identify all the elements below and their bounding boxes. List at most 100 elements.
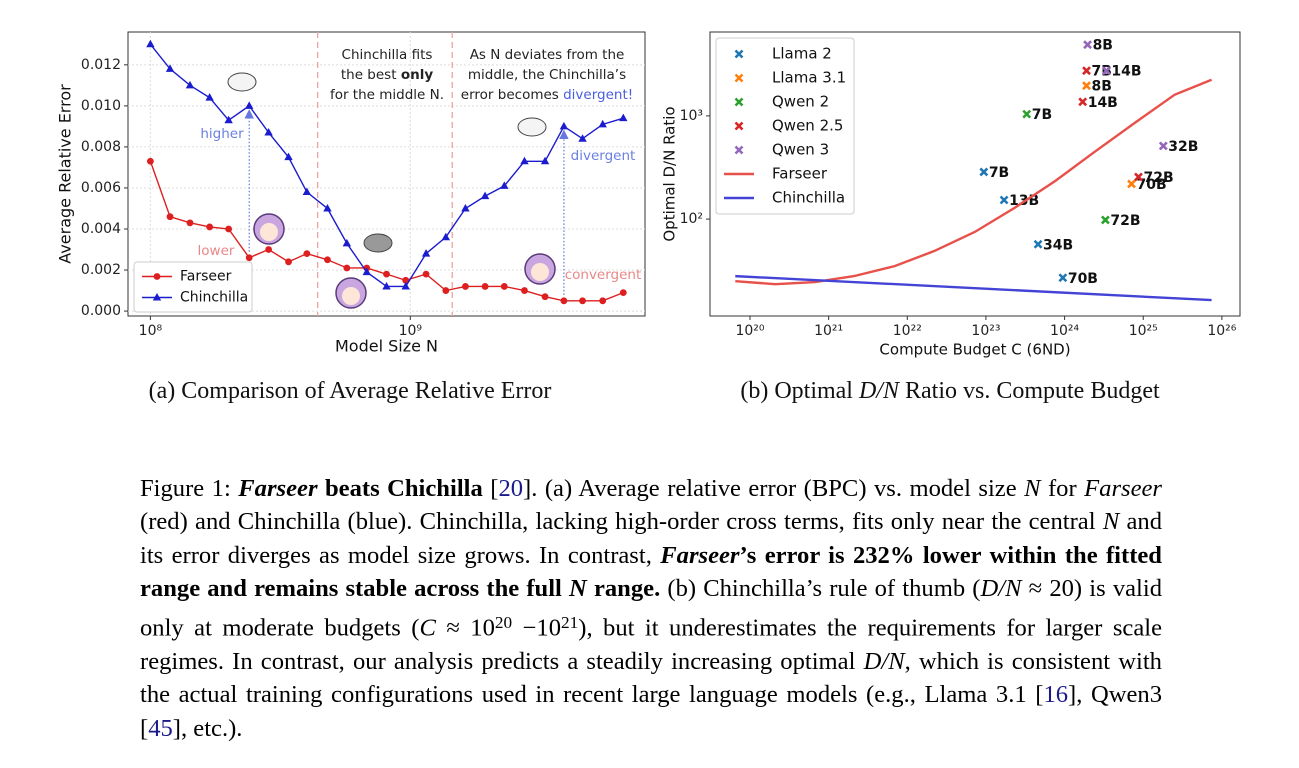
caption-part: N (1102, 508, 1120, 536)
point (441, 232, 451, 241)
caption-part: 20 (498, 475, 524, 502)
point (1158, 141, 1168, 151)
point (302, 187, 312, 196)
legend-marker (734, 121, 744, 131)
point (999, 195, 1009, 205)
caption-part: [ (482, 475, 499, 502)
point (520, 156, 529, 165)
series-line (735, 78, 1213, 286)
y-tick-label: 0.004 (81, 221, 121, 237)
caption-part: N (569, 575, 587, 603)
annotation: divergent (571, 148, 636, 164)
y-axis-label: Average Relative Error (56, 84, 75, 264)
point (619, 113, 628, 122)
plots: 0.000 0.002 0.004 0.006 0.008 0.010 0.012 10⁸ 10… (56, 31, 1241, 359)
caption-part: ≈ 20) is valid only at moderate budgets … (140, 575, 1162, 642)
x-tick-label: 10²⁵ (1129, 323, 1158, 339)
point (599, 297, 607, 305)
caption-part: for (1040, 475, 1085, 502)
caption-part: beats Chichilla (317, 475, 483, 502)
note-text: the best (341, 67, 401, 83)
point-label: 70B (1137, 177, 1167, 193)
caption-part: D/N (980, 575, 1022, 603)
x-tick-label: 10²² (893, 323, 922, 339)
x-tick-label: 10⁹ (399, 323, 423, 339)
mascot (227, 72, 556, 309)
point (619, 289, 627, 297)
caption-part: ), but it underestimates the requirement… (140, 614, 1162, 675)
point (1033, 239, 1043, 249)
point (598, 119, 607, 128)
point (342, 238, 352, 247)
point (1022, 109, 1032, 119)
caption-part: N (1024, 475, 1041, 502)
note-line: error becomes divergent! (461, 87, 633, 103)
point (1082, 66, 1091, 76)
point-label: 7B (989, 165, 1009, 181)
y-tick-label: 0.012 (81, 57, 121, 73)
point-label: 8B (1092, 79, 1112, 95)
point (343, 264, 351, 272)
point (540, 156, 550, 165)
point (265, 246, 273, 253)
y-tick-label: 10² (680, 211, 703, 227)
point (1101, 66, 1111, 76)
point (500, 283, 508, 290)
y-axis-label: Optimal D/N Ratio (661, 106, 679, 241)
legend-box (133, 261, 253, 313)
point (541, 293, 549, 301)
caption-part: ]. (a) Average relative error (BPC) vs. … (523, 475, 1025, 502)
legend-marker (153, 273, 161, 280)
point (1058, 273, 1068, 283)
caption-part: 45 (148, 714, 173, 742)
caption: Figure 1: Farseer beats Chichilla [20]. … (140, 472, 1162, 745)
note-line: the best only (341, 67, 433, 83)
point (323, 203, 332, 212)
point (421, 249, 431, 257)
point (245, 101, 254, 109)
point (186, 219, 194, 227)
point (205, 93, 214, 101)
note-line: Chinchilla fits (342, 47, 433, 63)
legend-label: Chinchilla (180, 290, 248, 306)
point (1078, 97, 1088, 107)
legend-label: Farseer (180, 269, 232, 285)
point-label: 72B (1143, 170, 1173, 186)
point (185, 80, 195, 89)
point (560, 297, 568, 305)
x-tick-label: 10⁸ (139, 323, 163, 339)
point-label: 72B (1110, 213, 1140, 229)
x-tick-label: 10²⁰ (735, 323, 764, 339)
x-tick-label: 10²³ (971, 323, 1000, 339)
point-label: 8B (1093, 38, 1113, 54)
y-tick-label: 10³ (680, 108, 703, 124)
x-tick-label: 10²⁶ (1207, 323, 1236, 339)
point (462, 283, 469, 290)
legend-marker (152, 293, 162, 301)
subcaption: (b) Optimal D/N Ratio vs. Compute Budget (740, 378, 1160, 404)
point (500, 181, 509, 189)
legend-label: Chinchilla (772, 189, 845, 207)
caption-part: 16 (1043, 681, 1069, 709)
note-line: As N deviates from the (470, 47, 625, 63)
point (1134, 172, 1143, 182)
point-label: 14B (1088, 95, 1118, 111)
legend-marker (734, 73, 744, 83)
caption-part: Farseer (1084, 475, 1163, 502)
legend-label: Qwen 2 (772, 93, 829, 111)
point (206, 223, 214, 231)
caption-part: Farseer (660, 541, 740, 569)
point (422, 270, 430, 278)
point-label: 14B (1111, 64, 1141, 80)
legend-marker (734, 145, 744, 155)
caption-part: ], Qwen3 [ (140, 681, 1162, 742)
caption-part: range. (586, 575, 661, 603)
point (146, 39, 155, 48)
y-tick-label: 0.006 (81, 180, 121, 196)
point (264, 128, 273, 136)
point (979, 167, 989, 177)
legend-label: Llama 3.1 (772, 69, 846, 87)
point (559, 121, 569, 130)
series-line (735, 274, 1212, 302)
point (245, 254, 253, 262)
